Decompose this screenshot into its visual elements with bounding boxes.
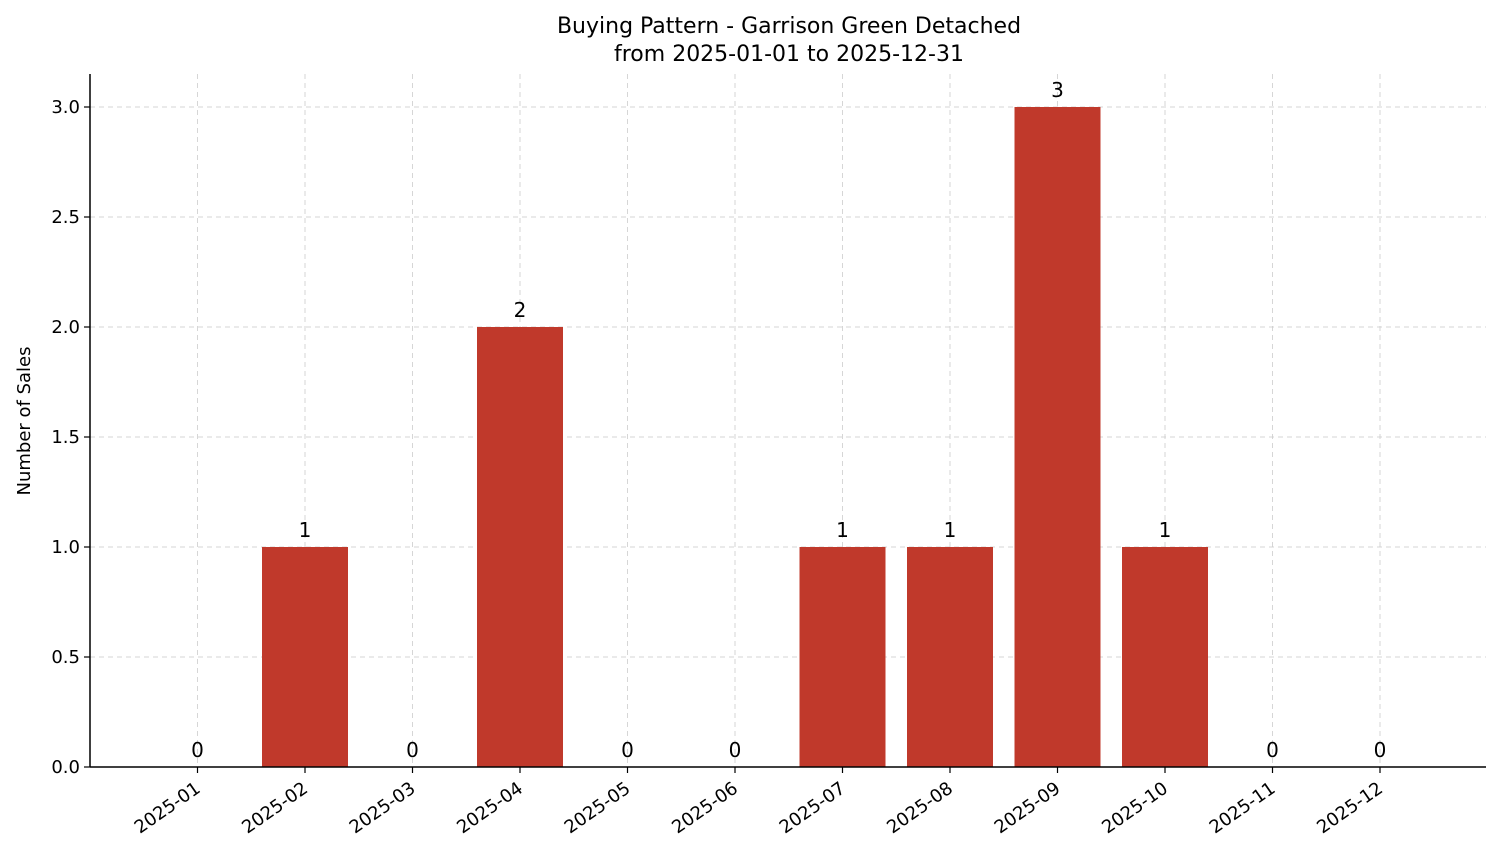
bar-2025-10 [1122,547,1208,767]
bar-value-label: 0 [406,738,419,762]
bar-2025-04 [477,327,563,767]
bar-value-label: 3 [1051,78,1064,102]
chart-title: Buying Pattern - Garrison Green Detached [557,14,1021,39]
x-tick-label: 2025-06 [668,778,742,838]
bar-value-label: 0 [191,738,204,762]
y-axis-label: Number of Sales [14,346,35,495]
y-tick-label: 0.0 [51,757,80,778]
bar-value-label: 0 [1374,738,1387,762]
bar-value-label: 1 [1159,518,1172,542]
x-tick-label: 2025-02 [238,778,312,838]
y-tick-label: 1.0 [51,537,80,558]
bar-2025-07 [799,547,886,767]
x-tick-label: 2025-12 [1313,778,1387,838]
bar-2025-08 [907,547,993,767]
bar-value-label: 1 [299,518,312,542]
bar-2025-02 [262,547,348,767]
y-tick-label: 2.0 [51,317,80,338]
bar-value-label: 2 [514,298,527,322]
x-tick-label: 2025-03 [346,778,420,838]
x-tick-label: 2025-04 [453,778,527,838]
bar-value-label: 1 [836,518,849,542]
bar-2025-09 [1014,107,1101,767]
bar-value-label: 1 [944,518,957,542]
y-tick-label: 0.5 [51,647,80,668]
chart-subtitle: from 2025-01-01 to 2025-12-31 [614,42,964,67]
y-tick-label: 2.5 [51,207,80,228]
x-tick-label: 2025-01 [131,778,205,838]
y-tick-label: 1.5 [51,427,80,448]
bars-layer [262,107,1208,767]
bar-value-label: 0 [621,738,634,762]
x-tick-label: 2025-08 [883,778,957,838]
bar-value-label: 0 [729,738,742,762]
x-tick-label: 2025-10 [1098,778,1172,838]
bar-value-label: 0 [1266,738,1279,762]
y-tick-label: 3.0 [51,97,80,118]
x-tick-label: 2025-05 [561,778,635,838]
x-tick-label: 2025-09 [991,778,1065,838]
x-tick-label: 2025-07 [776,778,850,838]
bar-labels-layer: 0 1 0 2 0 0 1 1 3 1 0 0 [191,78,1386,762]
x-tick-label: 2025-11 [1206,778,1280,838]
